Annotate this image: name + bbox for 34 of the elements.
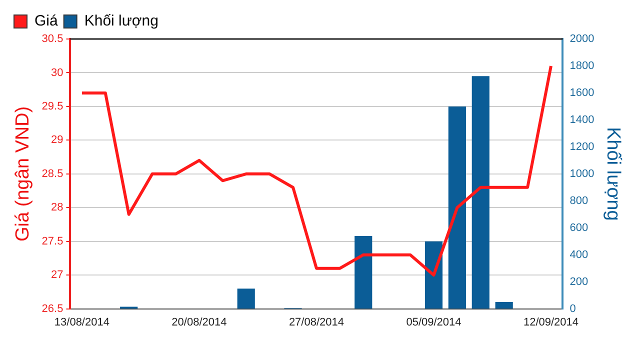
y2-tick-label: 1400 (570, 114, 594, 126)
y2-tick-label: 800 (570, 194, 588, 207)
x-tick-label: 05/09/2014 (406, 316, 462, 328)
bar (472, 76, 490, 309)
x-tick-label: 13/08/2014 (54, 316, 110, 328)
y2-tick-label: 400 (570, 248, 588, 261)
y-axis-title: Giá (ngân VND) (12, 106, 34, 242)
x-tick-label: 27/08/2014 (288, 316, 344, 328)
y-tick-label: 28 (50, 202, 64, 214)
y-tick-label: 29 (50, 134, 64, 146)
y-tick-label: 27.5 (42, 235, 64, 248)
y2-tick-label: 1600 (570, 86, 594, 99)
y2-tick-label: 1200 (570, 140, 594, 153)
y-tick-label: 26.5 (42, 302, 64, 315)
bar (237, 288, 255, 309)
y-tick-label: 29.5 (42, 100, 64, 112)
y-tick-label: 30 (50, 66, 64, 79)
y-tick-label: 30.5 (42, 33, 64, 46)
bar (495, 302, 513, 309)
x-tick-label: 20/08/2014 (172, 316, 227, 328)
bar (448, 106, 466, 309)
y2-tick-label: 1800 (570, 60, 594, 72)
bar (354, 236, 372, 309)
y2-tick-label: 200 (570, 276, 588, 288)
legend-label: Giá (34, 12, 58, 30)
y2-tick-label: 0 (570, 302, 576, 315)
legend-label: Khối lượng (84, 12, 158, 30)
x-tick-label: 12/09/2014 (523, 316, 579, 328)
y-tick-label: 27 (50, 269, 64, 282)
y2-tick-label: 2000 (570, 33, 594, 46)
y2-axis-title: Khối lượng (602, 126, 624, 221)
y2-tick-label: 600 (570, 222, 588, 234)
y-tick-label: 28.5 (42, 168, 64, 180)
y2-tick-label: 1000 (570, 168, 594, 180)
